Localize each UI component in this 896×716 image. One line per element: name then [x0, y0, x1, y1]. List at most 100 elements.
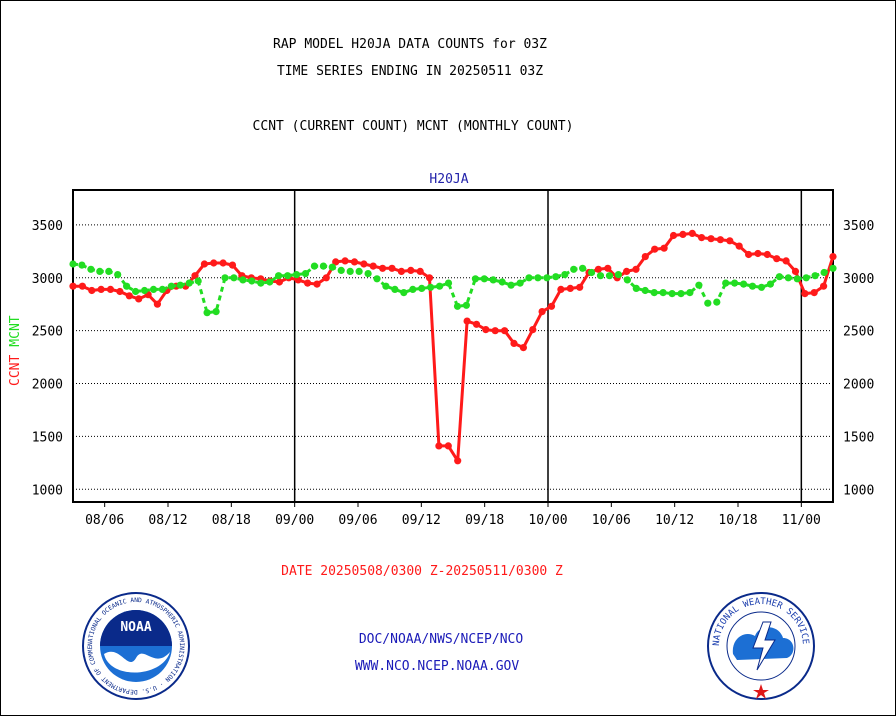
data-point-ccnt: [801, 290, 809, 298]
data-point-mcnt: [292, 271, 301, 279]
data-point-ccnt: [566, 284, 574, 292]
data-point-mcnt: [409, 285, 417, 293]
series-line-mcnt: [72, 262, 834, 315]
data-point-ccnt: [153, 300, 161, 308]
y-tick-label-right: 2500: [843, 325, 874, 340]
data-point-mcnt: [775, 273, 784, 281]
y-tick-label-left: 3000: [32, 272, 63, 287]
data-point-ccnt: [726, 237, 734, 245]
data-point-mcnt: [319, 262, 327, 270]
data-point-mcnt: [471, 275, 479, 283]
data-point-mcnt: [301, 270, 310, 278]
data-point-mcnt: [748, 282, 757, 290]
data-point-mcnt: [382, 282, 390, 290]
data-point-ccnt: [529, 326, 537, 334]
data-point-ccnt: [623, 267, 631, 275]
y-tick-label-left: 1000: [32, 483, 63, 498]
data-point-mcnt: [811, 272, 819, 280]
data-point-ccnt: [641, 253, 649, 261]
x-tick-label: 10/06: [592, 513, 631, 525]
data-point-ccnt: [341, 257, 349, 265]
data-point-mcnt: [784, 274, 792, 282]
data-point-mcnt: [704, 299, 712, 307]
x-tick-label: 09/18: [465, 513, 504, 525]
data-point-ccnt: [660, 244, 668, 252]
nws-logo[interactable]: NATIONAL WEATHER SERVICE: [707, 592, 815, 700]
data-point-ccnt: [557, 285, 565, 293]
data-point-mcnt: [140, 286, 149, 295]
data-point-ccnt: [491, 327, 499, 335]
data-point-ccnt: [519, 344, 528, 352]
data-point-mcnt: [355, 267, 363, 275]
data-point-ccnt: [228, 261, 237, 269]
data-point-ccnt: [547, 302, 556, 310]
data-point-mcnt: [418, 284, 426, 292]
data-point-ccnt: [745, 250, 753, 259]
data-point-mcnt: [337, 266, 345, 274]
data-point-ccnt: [425, 274, 434, 282]
data-point-ccnt: [820, 282, 828, 290]
data-point-ccnt: [379, 264, 387, 272]
data-point-mcnt: [757, 283, 766, 291]
noaa-logo[interactable]: NATIONAL OCEANIC AND ATMOSPHERIC ADMINIS…: [82, 592, 190, 700]
time-series-chart: 1000 1000 1500 1500 2000 2000 2500 2500 3000 3000…: [8, 172, 874, 525]
y-tick-label-left: 3500: [32, 219, 63, 234]
x-tick-label: 09/00: [275, 513, 314, 525]
y-tick-label-left: 2500: [32, 325, 63, 340]
data-point-mcnt: [462, 301, 470, 309]
data-point-ccnt: [388, 264, 396, 272]
data-point-mcnt: [373, 275, 381, 283]
chart-series-title: H20JA: [429, 172, 468, 187]
data-point-ccnt: [125, 292, 133, 300]
y-axis-label-mcnt: MCNT: [8, 315, 23, 346]
data-point-ccnt: [651, 245, 659, 253]
series-line-ccnt: [73, 231, 835, 463]
data-point-mcnt: [436, 282, 444, 290]
data-point-ccnt: [88, 286, 96, 295]
data-point-mcnt: [176, 281, 184, 289]
data-point-ccnt: [463, 317, 471, 325]
data-point-ccnt: [576, 283, 584, 291]
data-point-mcnt: [534, 274, 542, 282]
data-point-mcnt: [275, 272, 283, 280]
website-link[interactable]: WWW.NCO.NCEP.NOAA.GOV: [354, 659, 520, 674]
data-point-mcnt: [444, 279, 453, 287]
x-tick-label: 10/00: [528, 513, 567, 525]
data-point-mcnt: [158, 285, 166, 293]
plot-area-border: [72, 189, 834, 503]
data-point-ccnt: [313, 280, 321, 288]
data-point-ccnt: [773, 255, 781, 263]
data-point-mcnt: [230, 274, 238, 282]
data-point-ccnt: [360, 260, 368, 268]
org-path-link[interactable]: DOC/NOAA/NWS/NCEP/NCO: [358, 632, 524, 647]
data-point-mcnt: [793, 275, 801, 283]
data-point-mcnt: [346, 267, 354, 275]
data-point-mcnt: [552, 273, 560, 281]
x-tick-label: 10/12: [655, 513, 694, 525]
data-point-mcnt: [203, 309, 211, 317]
data-point-ccnt: [679, 230, 687, 238]
y-tick-label-left: 2000: [32, 378, 63, 393]
data-point-mcnt: [516, 279, 524, 287]
data-point-mcnt: [605, 272, 614, 280]
y-axis-label: CCNT MCNT: [8, 315, 23, 386]
data-point-mcnt: [96, 267, 104, 275]
data-point-ccnt: [350, 258, 359, 266]
data-point-mcnt: [212, 308, 220, 316]
data-point-mcnt: [132, 287, 140, 296]
data-point-mcnt: [78, 261, 86, 269]
data-point-ccnt: [472, 320, 481, 328]
data-point-ccnt: [501, 327, 509, 335]
data-point-ccnt: [416, 267, 424, 275]
data-point-mcnt: [266, 278, 274, 286]
data-point-mcnt: [185, 279, 193, 287]
data-point-mcnt: [668, 290, 676, 298]
chart-title-line1: RAP MODEL H20JA DATA COUNTS for 03Z: [273, 37, 547, 52]
data-point-ccnt: [106, 285, 115, 293]
data-point-mcnt: [489, 276, 497, 284]
data-point-mcnt: [114, 271, 122, 279]
data-point-mcnt: [641, 286, 649, 295]
data-point-mcnt: [561, 271, 569, 279]
y-tick-label-right: 1000: [843, 483, 874, 498]
data-point-mcnt: [543, 274, 551, 282]
